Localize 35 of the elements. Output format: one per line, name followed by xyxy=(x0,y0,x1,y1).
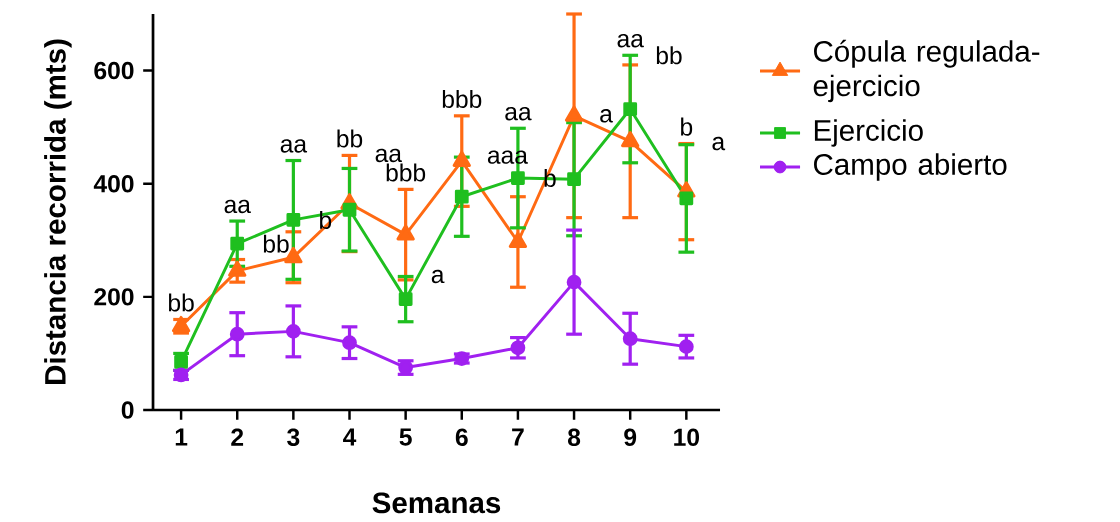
y-tick-label: 400 xyxy=(93,175,134,193)
y-tick-label: 200 xyxy=(94,288,134,306)
x-axis-title: Semanas xyxy=(372,492,501,514)
annotation: aa xyxy=(617,34,644,48)
y-tick-label: 600 xyxy=(94,62,134,80)
x-tick-label: 7 xyxy=(512,428,524,446)
annotation: aa xyxy=(375,148,402,163)
annotation: aa xyxy=(224,199,251,214)
y-tick-label: 0 xyxy=(121,401,134,419)
legend-label: Ejercicio xyxy=(814,119,923,148)
annotation: b xyxy=(320,211,332,230)
x-tick-label: 3 xyxy=(287,428,300,447)
y-axis-title: Distancia recorrida (mts) xyxy=(44,39,72,385)
x-tick-label: 9 xyxy=(624,428,637,447)
annotation: bb xyxy=(337,129,363,148)
x-tick-label: 10 xyxy=(674,428,700,447)
annotation: b xyxy=(681,117,693,136)
legend-label: Campo abierto xyxy=(814,153,1007,182)
x-tick-label: 8 xyxy=(567,428,581,447)
annotation: a xyxy=(712,137,726,151)
annotation: a xyxy=(431,270,445,284)
x-tick-label: 1 xyxy=(175,428,188,446)
annotation: bbb xyxy=(386,163,426,182)
annotation: a xyxy=(600,109,613,123)
legend-label: Cópula regulada-ejercicio xyxy=(813,40,1040,103)
annotation: aa xyxy=(280,139,308,153)
x-tick-label: 4 xyxy=(343,428,357,446)
x-tick-label: 5 xyxy=(399,428,412,446)
annotation: bb xyxy=(263,234,289,253)
annotation: bb xyxy=(168,293,194,312)
x-tick-label: 2 xyxy=(231,428,244,446)
annotation: bbb xyxy=(442,90,482,109)
annotation: bb xyxy=(656,46,682,65)
x-tick-label: 6 xyxy=(455,428,468,447)
annotation: aa xyxy=(505,107,532,121)
